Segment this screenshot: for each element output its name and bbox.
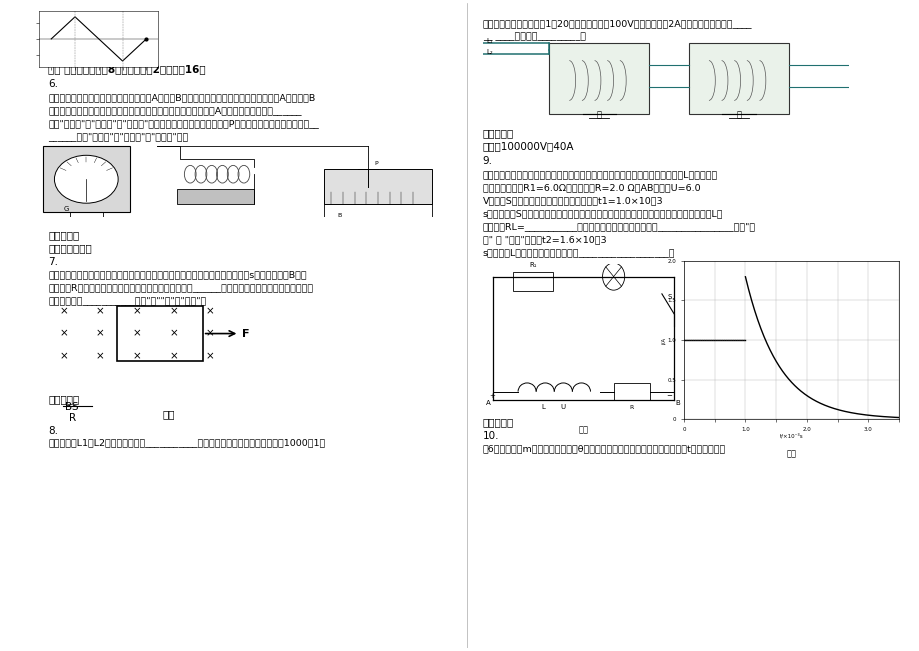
Text: 中时闭合开关，发现电流计指针向右偏转。现保持开关闭合，抜出A中鐵芯，电表指针将______: 中时闭合开关，发现电流计指针向右偏转。现保持开关闭合，抜出A中鐵芯，电表指针将_…	[49, 106, 301, 115]
Text: 直流电阱RL=___________；断开开关后通过电灯的电流方________________（填"向: 直流电阱RL=___________；断开开关后通过电灯的电流方________…	[482, 222, 755, 231]
Text: 现将电池组、滑动变鸻器、带鐵芯的线圈A、线圈B、电流计及开关如图所示连接。当线圈A放在线圈B: 现将电池组、滑动变鸻器、带鐵芯的线圈A、线圈B、电流计及开关如图所示连接。当线圈…	[49, 93, 315, 102]
Text: 乙图中原副线圈匹数比为1：20，且电压表示数100V，电流表示扗2A；则线路输送电压为____: 乙图中原副线圈匹数比为1：20，且电压表示数100V，电流表示扗2A；则线路输送…	[482, 19, 752, 28]
Text: 10.: 10.	[482, 432, 499, 441]
Text: 参考答案：: 参考答案：	[482, 417, 514, 427]
Text: 电压，100000V，40A: 电压，100000V，40A	[482, 141, 573, 151]
Text: 路中电灯的电阱R1=6.0Ω，定値电阱R=2.0 Ω，AB间电压U=6.0: 路中电灯的电阱R1=6.0Ω，定値电阱R=2.0 Ω，AB间电压U=6.0	[482, 184, 699, 193]
Text: 参考答案：: 参考答案：	[49, 230, 80, 240]
Text: 左" 或 "向右"）；在t2=1.6×10－3: 左" 或 "向右"）；在t2=1.6×10－3	[482, 235, 606, 244]
Text: 9.: 9.	[482, 156, 493, 167]
Text: 参考答案：: 参考答案：	[482, 128, 514, 138]
Text: BS: BS	[65, 402, 78, 411]
Text: 二、 填空题：本题共8小题，每小题2分，共全16分: 二、 填空题：本题共8小题，每小题2分，共全16分	[49, 64, 206, 74]
Text: 8.: 8.	[49, 426, 59, 436]
Text: 向左偏；向左偏: 向左偏；向左偏	[49, 243, 92, 253]
Text: 图甲为某同学研究自感现象的实验电路图，用电流传感器显示器各时刻通过线圈L的电流。电: 图甲为某同学研究自感现象的实验电路图，用电流传感器显示器各时刻通过线圈L的电流。…	[482, 171, 718, 180]
Text: D: D	[49, 51, 56, 61]
Text: s时刻断开关S，此时刻前后电流传感器显示的电流随时间变化的图线如图乙所示。则线圈L的: s时刻断开关S，此时刻前后电流传感器显示的电流随时间变化的图线如图乙所示。则线圈…	[482, 210, 722, 218]
Text: 参考答案：: 参考答案：	[49, 395, 80, 404]
Text: 框电阱为R，那么在拉出过程中，通过导线截面的电量是______，若加速拉出，则通过导线截面的电: 框电阱为R，那么在拉出过程中，通过导线截面的电量是______，若加速拉出，则通…	[49, 284, 313, 292]
Text: 参考答案：: 参考答案：	[49, 38, 80, 48]
Text: ______（填"向右偏"、"向左偏"、"不偏转"）。: ______（填"向右偏"、"向左偏"、"不偏转"）。	[49, 132, 188, 141]
Text: （6分）质量为m的物体，在倾角为θ的光滑斜面上由静止开始下滑，经过时间t，物体的速度: （6分）质量为m的物体，在倾角为θ的光滑斜面上由静止开始下滑，经过时间t，物体的…	[482, 444, 725, 453]
Text: s时刻线圈L中的感应电动势的大小为___________________。: s时刻线圈L中的感应电动势的大小为___________________。	[482, 248, 675, 257]
Text: 6.: 6.	[49, 79, 59, 89]
Text: V。开关S原来闭合，电路处于稳定状态，在t1=1.0×10－3: V。开关S原来闭合，电路处于稳定状态，在t1=1.0×10－3	[482, 197, 663, 206]
Text: __ ____，电流为_________。: __ ____，电流为_________。	[482, 32, 585, 41]
Text: 7.: 7.	[49, 257, 59, 267]
Text: R: R	[69, 413, 75, 422]
Text: （填"向右偏"、"向左偏"、"不偏转"）；当他将滑动变鸻器的滑动牌P向左加速滑动时，电表指针将__: （填"向右偏"、"向左偏"、"不偏转"）；当他将滑动变鸻器的滑动牌P向左加速滑动…	[49, 119, 319, 128]
Text: 如图所示，用外力将单匹矩形线框从匀强磁场的边缘匀速拉出，设线框的面积为s，磁感强度为B，线: 如图所示，用外力将单匹矩形线框从匀强磁场的边缘匀速拉出，设线框的面积为s，磁感强…	[49, 271, 307, 280]
Text: 如图所示，L1、L2是输电线，甲是___________互感器，若甲图中原副线圈匹数比1000：1，: 如图所示，L1、L2是输电线，甲是___________互感器，若甲图中原副线圈…	[49, 439, 325, 447]
Text: 量比匀速拉出___________（填"大""小"或"相等"）: 量比匀速拉出___________（填"大""小"或"相等"）	[49, 296, 207, 305]
Text: 相等: 相等	[163, 409, 176, 419]
